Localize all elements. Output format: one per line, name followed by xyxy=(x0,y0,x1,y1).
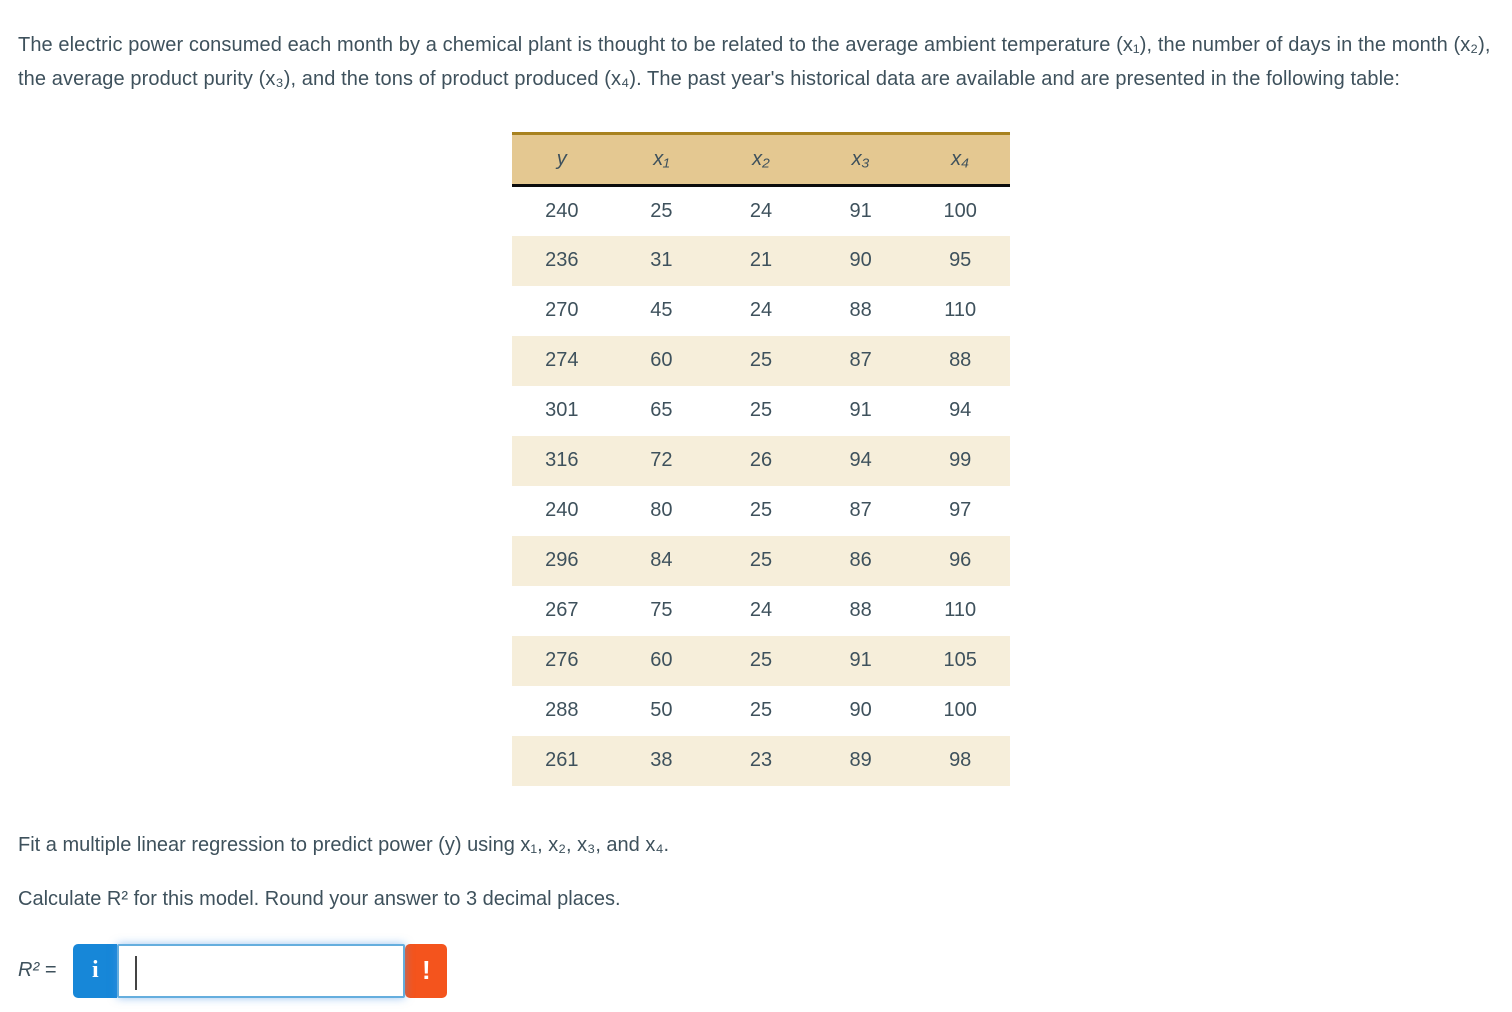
table-cell: 236 xyxy=(545,249,579,271)
table-cell: 23 xyxy=(749,749,773,771)
table-cell: 21 xyxy=(749,249,773,271)
table-cell: 25 xyxy=(749,549,773,571)
table-body: 240 25 24 91 100 236 31 21 90 95 270 45 24 88 110 274 60… xyxy=(512,186,1010,786)
table-cell: 88 xyxy=(949,349,972,371)
table-cell: 86 xyxy=(849,549,872,571)
table-cell: 91 xyxy=(849,649,872,671)
table-cell: 26 xyxy=(749,449,773,471)
table-cell: 90 xyxy=(849,249,872,271)
info-button[interactable]: i xyxy=(73,943,118,998)
table-cell: 105 xyxy=(943,649,977,671)
warning-button[interactable]: ! xyxy=(405,943,448,998)
table-cell: 45 xyxy=(650,299,673,321)
table-cell: 88 xyxy=(849,299,872,321)
table-cell: 99 xyxy=(949,449,972,471)
column-header: x₁ xyxy=(611,132,712,187)
table-cell: 25 xyxy=(749,499,773,521)
table-cell: 288 xyxy=(545,699,579,721)
table-cell: 296 xyxy=(545,549,579,571)
table-cell: 25 xyxy=(749,349,773,371)
table-cell: 274 xyxy=(545,349,579,371)
table-cell: 316 xyxy=(545,449,579,471)
table-cell: 25 xyxy=(749,699,773,721)
table-cell: 94 xyxy=(949,399,972,421)
calculate-instruction: Calculate R² for this model. Round your … xyxy=(18,887,621,910)
table-cell: 88 xyxy=(849,599,872,621)
table-cell: 50 xyxy=(650,699,673,721)
table-row: 296 84 25 86 96 xyxy=(512,535,1010,586)
answer-row: R² = i ! xyxy=(18,942,1494,1000)
table-cell: 24 xyxy=(749,599,773,621)
table-row: 240 25 24 91 100 xyxy=(512,186,1010,236)
table-row: 240 80 25 87 97 xyxy=(512,486,1010,536)
table-cell: 91 xyxy=(849,399,872,421)
table-cell: 89 xyxy=(849,749,872,771)
table-header-row: y x₁ x₂ x₃ x₄ xyxy=(512,132,1010,187)
table-cell: 38 xyxy=(650,749,673,771)
table-cell: 25 xyxy=(650,199,673,222)
table-cell: 25 xyxy=(749,399,773,421)
fit-instruction: Fit a multiple linear regression to pred… xyxy=(18,833,670,856)
table-cell: 87 xyxy=(849,349,872,371)
table-cell: 72 xyxy=(650,449,673,471)
table-cell: 24 xyxy=(749,299,773,321)
table-cell: 95 xyxy=(949,249,972,271)
table-cell: 276 xyxy=(545,649,579,671)
table-row: 270 45 24 88 110 xyxy=(512,286,1010,336)
table-cell: 240 xyxy=(545,499,579,521)
table-cell: 80 xyxy=(650,499,673,521)
data-table: y x₁ x₂ x₃ x₄ 240 25 24 91 100 236 31 21 90 95 270 45 24… xyxy=(512,132,1010,786)
table-cell: 110 xyxy=(944,599,977,621)
table-cell: 240 xyxy=(545,199,579,222)
table-row: 261 38 23 89 98 xyxy=(512,735,1010,786)
table-cell: 270 xyxy=(545,299,579,321)
table-cell: 98 xyxy=(949,749,972,771)
table-row: 301 65 25 91 94 xyxy=(512,386,1010,436)
table-row: 236 31 21 90 95 xyxy=(512,235,1010,286)
table-row: 316 72 26 94 99 xyxy=(512,435,1010,486)
column-header: x₄ xyxy=(910,132,1010,187)
table-cell: 60 xyxy=(650,649,673,671)
table-cell: 75 xyxy=(650,599,673,621)
table-row: 267 75 24 88 110 xyxy=(512,586,1010,636)
answer-input[interactable] xyxy=(119,945,404,996)
table-row: 276 60 25 91 105 xyxy=(512,635,1010,686)
table-cell: 110 xyxy=(944,299,977,321)
table-cell: 60 xyxy=(650,349,673,371)
table-row: 274 60 25 87 88 xyxy=(512,335,1010,386)
table-cell: 31 xyxy=(650,249,673,271)
table-cell: 91 xyxy=(849,199,872,222)
table-cell: 96 xyxy=(949,549,972,571)
column-header: x₂ xyxy=(711,132,811,187)
table-cell: 261 xyxy=(545,749,579,771)
table-cell: 100 xyxy=(943,699,977,721)
answer-input-group: i ! xyxy=(73,943,448,998)
column-header: x₃ xyxy=(810,132,911,187)
table-cell: 97 xyxy=(949,499,972,521)
table-cell: 25 xyxy=(749,649,773,671)
table-cell: 84 xyxy=(650,549,673,571)
table-cell: 267 xyxy=(545,599,579,621)
r-squared-label: R² = xyxy=(18,959,57,981)
table-cell: 94 xyxy=(849,449,872,471)
question-text: The electric power consumed each month b… xyxy=(18,34,1491,90)
table-cell: 100 xyxy=(943,199,977,222)
answer-input-wrap[interactable] xyxy=(117,943,406,998)
column-header: y xyxy=(512,132,612,187)
table-cell: 24 xyxy=(749,199,773,222)
table-cell: 90 xyxy=(849,699,872,721)
table-cell: 301 xyxy=(545,399,579,421)
table-cell: 87 xyxy=(849,499,872,521)
table-row: 288 50 25 90 100 xyxy=(512,686,1010,736)
table-cell: 65 xyxy=(650,399,673,421)
